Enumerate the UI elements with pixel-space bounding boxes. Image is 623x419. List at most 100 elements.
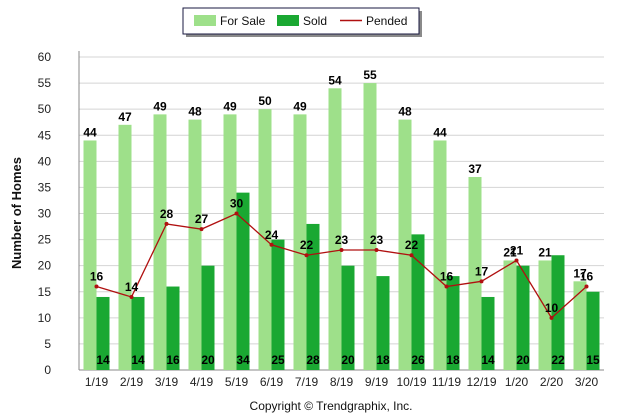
copyright-annotation: Copyright © Trendgraphix, Inc. xyxy=(250,399,413,413)
bar-sold-11-19 xyxy=(446,276,460,370)
y-tick-60: 60 xyxy=(38,50,52,64)
pended-point-11-19 xyxy=(444,284,449,289)
y-tick-40: 40 xyxy=(38,154,52,168)
x-axis-ticks: 1/19 2/19 3/19 4/19 5/19 6/19 7/19 8/19 9/19 10/1… xyxy=(85,375,599,389)
x-tick-1-20: 1/20 xyxy=(505,375,529,389)
pended-point-2-20 xyxy=(549,315,554,320)
y-axis-ticks: 0 5 10 15 20 25 30 35 40 45 50 55 60 xyxy=(38,50,52,377)
label-sold-2-20: 22 xyxy=(551,353,565,367)
label-sold-10-19: 26 xyxy=(411,353,425,367)
label-for-sale-3-20: 17 xyxy=(573,266,587,280)
label-for-sale-2-20: 21 xyxy=(538,245,552,259)
label-for-sale-10-19: 48 xyxy=(398,105,412,119)
label-pended-1-19: 16 xyxy=(90,270,104,284)
x-tick-12-19: 12/19 xyxy=(466,375,496,389)
bar-sold-1-19 xyxy=(96,296,110,370)
label-for-sale-7-19: 49 xyxy=(293,99,307,113)
label-sold-5-19: 34 xyxy=(236,353,250,367)
y-tick-0: 0 xyxy=(44,363,51,377)
bar-for-sale-5-19 xyxy=(223,114,237,370)
bar-sold-3-19 xyxy=(166,286,180,370)
x-tick-9-19: 9/19 xyxy=(365,375,389,389)
y-tick-20: 20 xyxy=(38,259,52,273)
label-pended-4-19: 27 xyxy=(195,212,209,226)
label-sold-8-19: 20 xyxy=(341,353,355,367)
label-sold-4-19: 20 xyxy=(201,353,215,367)
label-for-sale-11-19: 44 xyxy=(433,125,447,139)
legend-label-pended: Pended xyxy=(366,14,407,28)
label-sold-3-19: 16 xyxy=(166,353,180,367)
x-tick-6-19: 6/19 xyxy=(260,375,284,389)
bar-for-sale-2-19 xyxy=(118,124,132,370)
label-pended-7-19: 22 xyxy=(300,238,314,252)
x-tick-1-19: 1/19 xyxy=(85,375,109,389)
y-tick-30: 30 xyxy=(38,207,52,221)
label-pended-2-19: 14 xyxy=(125,280,139,294)
x-tick-2-20: 2/20 xyxy=(540,375,564,389)
pended-point-3-19 xyxy=(164,221,169,226)
label-pended-3-19: 28 xyxy=(160,207,174,221)
legend-label-sold: Sold xyxy=(303,14,327,28)
legend-box xyxy=(182,7,420,35)
y-axis-label: Number of Homes xyxy=(9,157,24,269)
bar-sold-10-19 xyxy=(411,234,425,370)
bar-sold-2-19 xyxy=(131,296,145,370)
bar-for-sale-8-19 xyxy=(328,88,342,371)
label-pended-1-20: 21 xyxy=(510,243,524,257)
bar-sold-7-19 xyxy=(306,223,320,370)
y-tick-15: 15 xyxy=(38,285,52,299)
label-pended-3-20: 16 xyxy=(580,270,594,284)
bar-for-sale-7-19 xyxy=(293,114,307,370)
bar-sold-9-19 xyxy=(376,276,390,370)
y-tick-25: 25 xyxy=(38,233,52,247)
x-tick-8-19: 8/19 xyxy=(330,375,354,389)
label-for-sale-1-19: 44 xyxy=(83,125,97,139)
x-tick-2-19: 2/19 xyxy=(120,375,144,389)
label-pended-8-19: 23 xyxy=(335,233,349,247)
x-tick-7-19: 7/19 xyxy=(295,375,319,389)
pended-point-6-19 xyxy=(269,242,274,247)
pended-point-4-19 xyxy=(199,227,204,232)
pended-point-9-19 xyxy=(374,248,379,253)
label-for-sale-2-19: 47 xyxy=(118,110,132,124)
pended-line-layer xyxy=(94,211,589,320)
y-tick-5: 5 xyxy=(44,337,51,351)
x-tick-3-20: 3/20 xyxy=(575,375,599,389)
legend-swatch-for-sale xyxy=(194,15,216,26)
label-sold-7-19: 28 xyxy=(306,353,320,367)
label-for-sale-8-19: 54 xyxy=(328,73,342,87)
y-tick-10: 10 xyxy=(38,311,52,325)
label-for-sale-5-19: 49 xyxy=(223,99,237,113)
bar-sold-3-20 xyxy=(586,291,600,370)
label-sold-12-19: 14 xyxy=(481,353,495,367)
label-sold-6-19: 25 xyxy=(271,353,285,367)
bar-for-sale-11-19 xyxy=(433,140,447,370)
pended-point-8-19 xyxy=(339,248,344,253)
label-sold-11-19: 18 xyxy=(446,353,460,367)
label-for-sale-4-19: 48 xyxy=(188,105,202,119)
label-sold-1-20: 20 xyxy=(516,353,530,367)
label-pended-6-19: 24 xyxy=(265,228,279,242)
bar-for-sale-12-19 xyxy=(468,176,482,370)
x-tick-5-19: 5/19 xyxy=(225,375,249,389)
label-for-sale-1-20: 21 xyxy=(503,245,517,259)
pended-point-5-19 xyxy=(234,211,239,216)
data-labels: 44 14 47 14 49 16 48 20 49 34 50 25 49 28 54 20 55 18 48 26… xyxy=(83,68,600,367)
pended-point-7-19 xyxy=(304,253,309,258)
label-for-sale-3-19: 49 xyxy=(153,99,167,113)
pended-point-10-19 xyxy=(409,253,414,258)
label-sold-3-20: 15 xyxy=(586,353,600,367)
label-sold-2-19: 14 xyxy=(131,353,145,367)
label-pended-2-20: 10 xyxy=(545,301,559,315)
bar-for-sale-3-19 xyxy=(153,114,167,370)
bar-for-sale-2-20 xyxy=(538,260,552,370)
pended-point-2-19 xyxy=(129,294,134,299)
label-for-sale-12-19: 37 xyxy=(468,162,482,176)
bar-sold-4-19 xyxy=(201,265,215,370)
y-tick-50: 50 xyxy=(38,102,52,116)
x-tick-10-19: 10/19 xyxy=(396,375,426,389)
x-tick-4-19: 4/19 xyxy=(190,375,214,389)
label-sold-9-19: 18 xyxy=(376,353,390,367)
